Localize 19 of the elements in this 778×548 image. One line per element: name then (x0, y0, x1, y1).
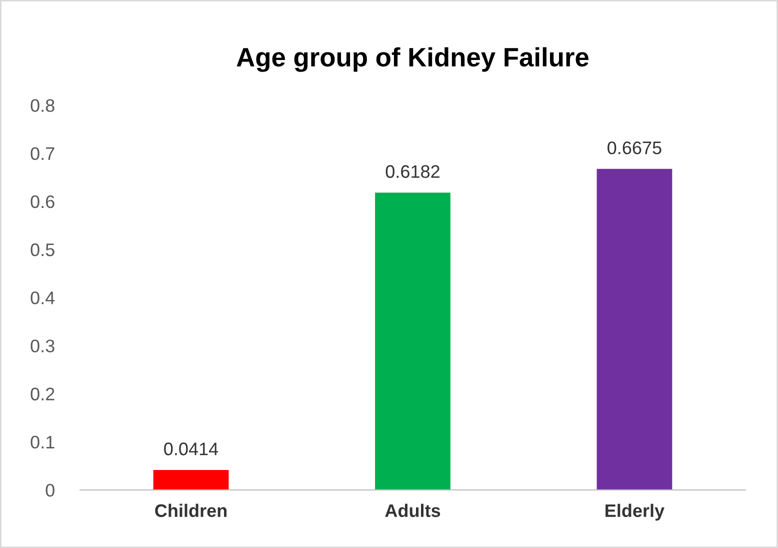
chart-title: Age group of Kidney Failure (236, 47, 589, 72)
y-tick-label: 0.6 (30, 195, 54, 208)
y-tick-label: 0.2 (30, 388, 54, 400)
y-tick-label: 0 (46, 484, 54, 497)
bar (596, 168, 672, 490)
y-tick-label: 0.4 (30, 292, 55, 304)
y-tick-label: 0.1 (30, 436, 54, 449)
x-tick-label: Adults (385, 504, 440, 518)
x-tick-label: Elderly (606, 504, 664, 521)
y-tick-label: 0.5 (30, 243, 54, 256)
data-label: 0.6675 (608, 141, 662, 154)
x-tick-label: Children (155, 504, 226, 518)
data-label: 0.0414 (164, 442, 218, 456)
y-tick-label: 0.3 (30, 340, 54, 352)
bar (153, 470, 229, 490)
data-label: 0.6182 (386, 165, 440, 178)
y-tick-label: 0.7 (30, 147, 54, 160)
y-tick-label: 0.8 (30, 99, 54, 112)
bar (375, 192, 450, 490)
